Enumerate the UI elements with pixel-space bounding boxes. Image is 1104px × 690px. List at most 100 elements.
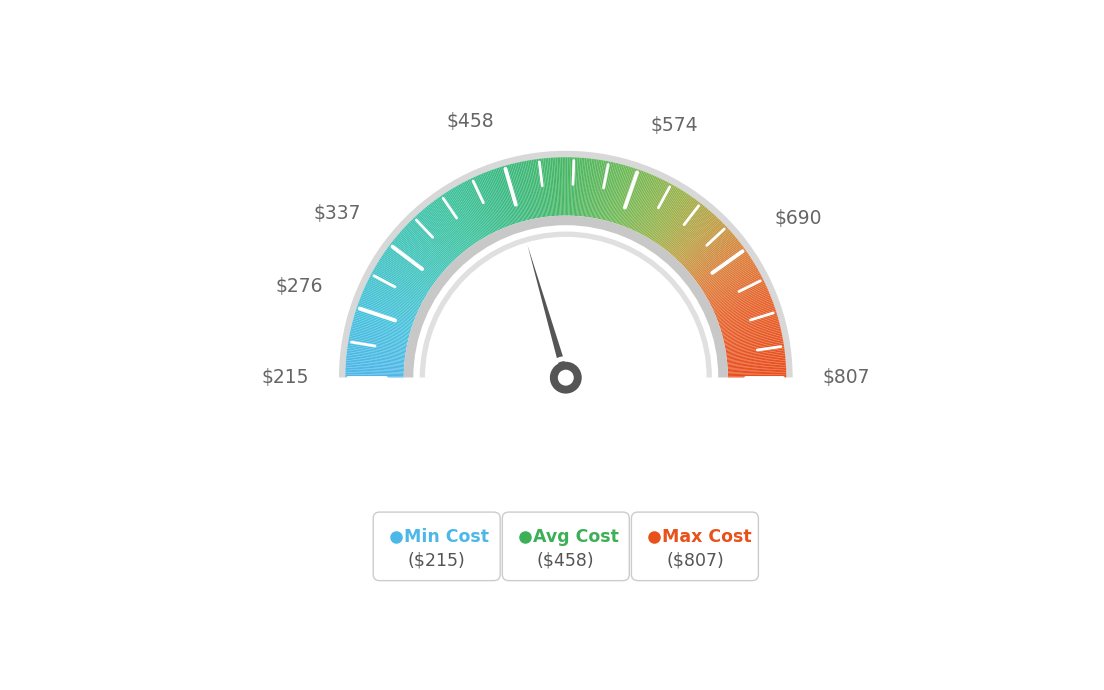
Wedge shape: [373, 268, 425, 299]
Wedge shape: [346, 376, 404, 377]
Wedge shape: [728, 367, 786, 371]
Text: $458: $458: [447, 112, 495, 131]
Wedge shape: [485, 172, 508, 227]
Wedge shape: [635, 178, 661, 232]
Wedge shape: [461, 183, 490, 235]
Wedge shape: [573, 157, 577, 216]
Wedge shape: [498, 168, 517, 224]
Wedge shape: [722, 318, 778, 335]
Wedge shape: [584, 159, 592, 217]
Wedge shape: [686, 229, 730, 270]
Wedge shape: [682, 224, 725, 266]
Wedge shape: [665, 202, 701, 250]
Wedge shape: [728, 371, 786, 374]
Wedge shape: [716, 298, 772, 320]
Wedge shape: [404, 215, 728, 377]
Wedge shape: [416, 215, 457, 259]
Wedge shape: [559, 157, 562, 216]
Wedge shape: [708, 271, 760, 301]
Wedge shape: [374, 267, 426, 297]
Wedge shape: [683, 227, 728, 268]
Wedge shape: [708, 270, 760, 299]
Wedge shape: [381, 257, 431, 290]
Wedge shape: [709, 275, 762, 303]
Wedge shape: [382, 255, 431, 288]
Wedge shape: [363, 290, 417, 315]
Wedge shape: [675, 215, 715, 259]
Wedge shape: [678, 218, 719, 262]
Wedge shape: [705, 267, 757, 297]
Wedge shape: [524, 161, 537, 219]
Wedge shape: [550, 157, 555, 216]
Wedge shape: [724, 330, 782, 344]
Wedge shape: [402, 229, 446, 270]
Wedge shape: [572, 157, 576, 216]
Wedge shape: [417, 213, 458, 258]
Wedge shape: [359, 302, 414, 323]
Wedge shape: [643, 184, 672, 236]
Wedge shape: [679, 219, 721, 262]
Wedge shape: [396, 236, 442, 275]
Wedge shape: [630, 175, 655, 230]
Wedge shape: [631, 176, 657, 230]
Wedge shape: [432, 201, 468, 249]
Wedge shape: [397, 235, 443, 273]
Wedge shape: [668, 207, 707, 253]
Wedge shape: [582, 158, 590, 217]
Text: ($215): ($215): [407, 551, 466, 569]
Wedge shape: [346, 367, 404, 371]
Wedge shape: [502, 166, 521, 222]
Wedge shape: [716, 295, 771, 318]
Wedge shape: [724, 331, 782, 345]
Wedge shape: [486, 171, 509, 226]
Text: $337: $337: [314, 204, 361, 223]
Wedge shape: [410, 221, 453, 263]
Wedge shape: [662, 200, 698, 248]
Wedge shape: [355, 311, 412, 330]
Wedge shape: [357, 308, 412, 328]
Wedge shape: [719, 304, 774, 325]
Wedge shape: [405, 226, 448, 267]
Wedge shape: [457, 186, 487, 237]
Wedge shape: [639, 181, 668, 234]
Wedge shape: [683, 226, 726, 267]
Wedge shape: [339, 151, 793, 377]
Wedge shape: [360, 297, 415, 319]
Wedge shape: [440, 195, 475, 244]
Wedge shape: [546, 158, 553, 216]
Wedge shape: [508, 164, 524, 221]
Wedge shape: [725, 338, 783, 350]
Wedge shape: [703, 261, 754, 293]
FancyBboxPatch shape: [502, 512, 629, 580]
Wedge shape: [726, 352, 785, 360]
Wedge shape: [338, 377, 794, 606]
Wedge shape: [415, 216, 456, 259]
Wedge shape: [349, 338, 406, 350]
Wedge shape: [404, 227, 448, 268]
Wedge shape: [414, 217, 455, 260]
Wedge shape: [425, 237, 707, 377]
Wedge shape: [728, 376, 786, 377]
Wedge shape: [346, 359, 404, 365]
Wedge shape: [633, 177, 658, 230]
Wedge shape: [378, 261, 428, 293]
Wedge shape: [728, 374, 786, 377]
Wedge shape: [506, 165, 523, 221]
Wedge shape: [446, 192, 479, 242]
Wedge shape: [691, 237, 736, 275]
Wedge shape: [370, 275, 423, 303]
Wedge shape: [496, 168, 516, 224]
Wedge shape: [603, 163, 617, 220]
Wedge shape: [728, 373, 786, 375]
Wedge shape: [725, 342, 784, 353]
Circle shape: [550, 362, 582, 393]
Wedge shape: [375, 266, 426, 296]
Wedge shape: [690, 236, 735, 275]
Wedge shape: [649, 189, 681, 239]
Wedge shape: [523, 161, 535, 219]
Wedge shape: [679, 221, 722, 263]
Wedge shape: [725, 339, 784, 351]
Wedge shape: [363, 288, 417, 313]
Wedge shape: [369, 277, 422, 305]
Wedge shape: [543, 158, 551, 217]
